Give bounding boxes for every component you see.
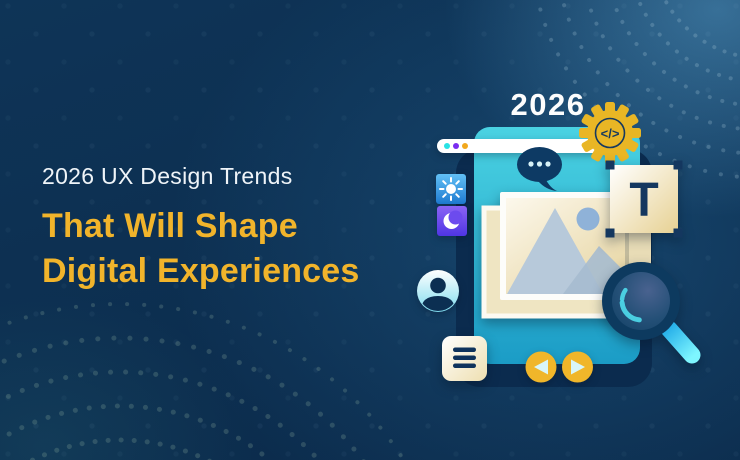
speech-bubble-icon bbox=[517, 147, 562, 191]
code-symbol: </> bbox=[601, 126, 620, 141]
browser-bar bbox=[437, 139, 618, 153]
text-tool-letter: T bbox=[629, 174, 658, 227]
browser-dot-purple-icon bbox=[453, 143, 459, 149]
moon-icon bbox=[437, 206, 467, 236]
browser-dot-yellow-icon bbox=[462, 143, 468, 149]
code-gear-icon: </> bbox=[579, 102, 641, 164]
magnifier-icon bbox=[602, 262, 701, 364]
text-tool-icon: T bbox=[605, 160, 683, 238]
avatar-icon bbox=[417, 270, 459, 312]
browser-dot-cyan-icon bbox=[444, 143, 450, 149]
headline-eyebrow: 2026 UX Design Trends bbox=[42, 163, 293, 189]
next-arrow-icon bbox=[562, 351, 593, 383]
headline-line1: That Will Shape bbox=[42, 207, 298, 245]
headline-line2: Digital Experiences bbox=[42, 252, 360, 290]
hamburger-menu-icon bbox=[442, 336, 487, 381]
sun-icon bbox=[436, 174, 466, 204]
ux-design-illustration: 2026 bbox=[417, 87, 701, 387]
year-label: 2026 bbox=[511, 87, 586, 122]
prev-arrow-icon bbox=[525, 351, 557, 383]
headline-block: 2026 UX Design Trends That Will Shape Di… bbox=[42, 163, 360, 294]
